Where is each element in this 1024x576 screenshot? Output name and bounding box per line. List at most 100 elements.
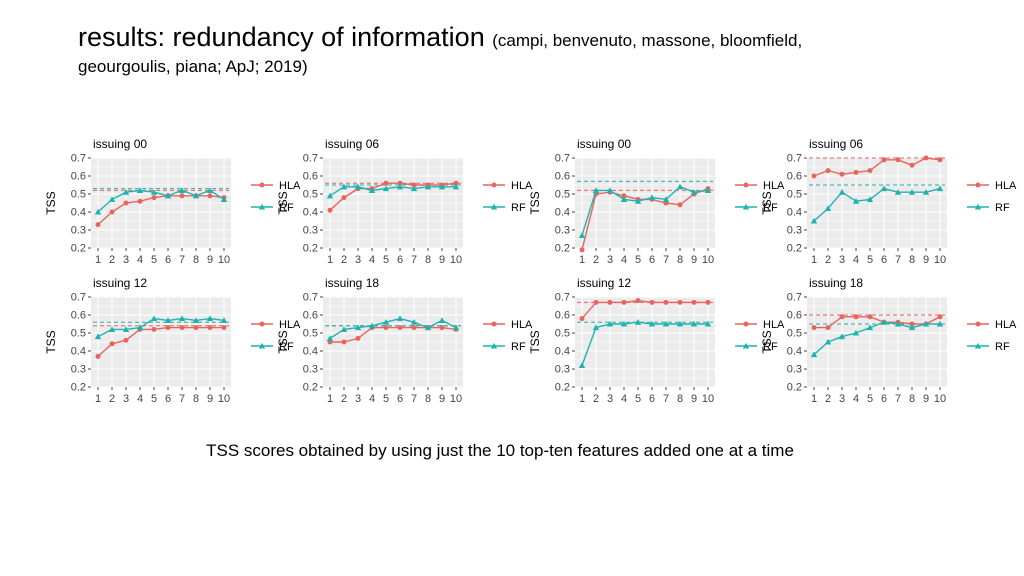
hla-point [839, 314, 845, 320]
rf-point [122, 326, 130, 332]
chart-panel: issuing 12 0.7 0.6 0.5 0.4 0.3 0.2 1 2 3 4 5 6 7 8 9 10 T… [528, 276, 785, 405]
hla-point [207, 325, 213, 331]
x-tick-label: 8 [677, 254, 683, 266]
rf-point [108, 196, 116, 202]
hla-point [923, 155, 929, 161]
y-tick-label: 0.3 [303, 364, 318, 376]
x-tick-label: 6 [881, 393, 887, 405]
x-tick-label: 6 [649, 254, 655, 266]
legend-label: HLA [279, 319, 301, 331]
hla-point [895, 157, 901, 163]
hla-point [677, 299, 683, 305]
y-tick-label: 0.6 [71, 171, 86, 183]
y-tick-label: 0.2 [71, 243, 86, 255]
rf-point [326, 192, 334, 199]
rf-point [206, 315, 214, 322]
x-tick-label: 9 [691, 254, 697, 266]
rf-point [880, 185, 888, 192]
y-tick-label: 0.6 [787, 171, 802, 183]
hla-point [811, 173, 817, 179]
legend-label: HLA [995, 180, 1017, 192]
chart-title: issuing 06 [325, 137, 379, 151]
rf-point [704, 187, 712, 193]
rf-point [922, 320, 930, 327]
rf-point [908, 189, 916, 195]
rf-point [438, 183, 446, 190]
hla-series-line [97, 195, 225, 226]
hla-point [95, 353, 101, 359]
rf-point [410, 319, 418, 325]
x-tick-label: 8 [193, 393, 199, 405]
rf-point [648, 320, 656, 327]
x-tick-label: 5 [383, 393, 389, 405]
x-tick-label: 2 [825, 393, 831, 405]
y-tick-label: 0.4 [787, 346, 802, 358]
x-tick-label: 2 [109, 254, 115, 266]
x-tick-label: 4 [621, 254, 627, 266]
hla-point [355, 335, 361, 341]
rf-point [810, 217, 818, 224]
rf-point [206, 187, 214, 193]
y-tick-label: 0.2 [787, 243, 802, 255]
rf-point [936, 185, 944, 192]
x-tick-label: 1 [95, 254, 101, 266]
x-tick-label: 1 [579, 254, 585, 266]
hla-point [109, 341, 115, 347]
legend-label: HLA [763, 180, 785, 192]
y-tick-label: 0.3 [71, 364, 86, 376]
x-tick-label: 1 [579, 393, 585, 405]
rf-point [592, 187, 600, 193]
y-axis-label: TSS [276, 330, 290, 353]
hla-point [137, 198, 143, 204]
x-tick-label: 5 [635, 254, 641, 266]
rf-point [922, 189, 930, 195]
y-tick-label: 0.3 [303, 225, 318, 237]
legend-label: RF [763, 202, 778, 214]
x-tick-label: 6 [165, 254, 171, 266]
hla-point [453, 180, 459, 186]
hla-point [491, 321, 497, 327]
y-tick-label: 0.7 [555, 292, 570, 304]
legend-label: RF [279, 341, 294, 353]
y-tick-label: 0.3 [555, 225, 570, 237]
y-tick-label: 0.6 [303, 310, 318, 322]
hla-point [649, 299, 655, 305]
legend-label: RF [279, 202, 294, 214]
chart-panel: issuing 06 0.7 0.6 0.5 0.4 0.3 0.2 1 2 3 4 5 6 7 8 9 10 T… [276, 137, 533, 266]
x-tick-label: 7 [895, 254, 901, 266]
y-tick-label: 0.6 [787, 310, 802, 322]
y-tick-label: 0.4 [555, 207, 570, 219]
hla-point [259, 321, 265, 327]
y-tick-label: 0.3 [787, 225, 802, 237]
x-tick-label: 9 [207, 393, 213, 405]
y-tick-label: 0.3 [555, 364, 570, 376]
chart-title: issuing 00 [93, 137, 147, 151]
rf-point [192, 317, 200, 323]
x-tick-label: 3 [123, 254, 129, 266]
rf-point [578, 232, 586, 238]
hla-point [593, 299, 599, 305]
rf-point [164, 192, 172, 199]
hla-point [341, 339, 347, 345]
y-tick-label: 0.2 [555, 382, 570, 394]
rf-series-line [581, 185, 709, 236]
y-tick-label: 0.2 [303, 243, 318, 255]
x-tick-label: 7 [895, 393, 901, 405]
legend-label: RF [511, 202, 526, 214]
rf-point [410, 185, 418, 192]
hla-series-line [330, 326, 457, 343]
hla-point [411, 325, 417, 331]
title-main: results: redundancy of information [78, 22, 485, 52]
legend-label: HLA [511, 319, 533, 331]
rf-point [326, 335, 334, 341]
chart-panel: issuing 00 0.7 0.6 0.5 0.4 0.3 0.2 1 2 3 4 5 6 7 8 9 10 T… [44, 137, 301, 266]
y-tick-label: 0.5 [71, 189, 86, 201]
rf-point [94, 333, 102, 340]
rf-point [592, 324, 600, 331]
y-tick-label: 0.5 [787, 189, 802, 201]
hla-point [397, 180, 403, 186]
x-tick-label: 9 [207, 254, 213, 266]
rf-series-line [581, 321, 708, 366]
legend-label: RF [511, 341, 526, 353]
chart-panel: issuing 12 0.7 0.6 0.5 0.4 0.3 0.2 1 2 3 4 5 6 7 8 9 10 T… [44, 276, 301, 405]
